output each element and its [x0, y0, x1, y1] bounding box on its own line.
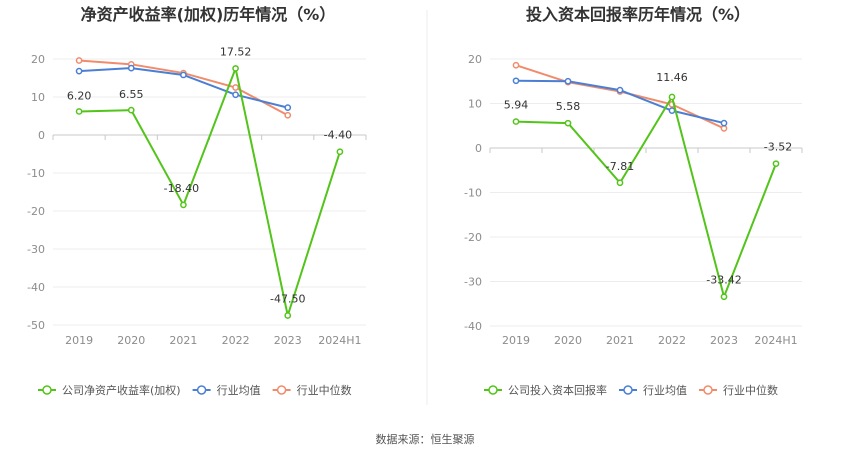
data-point [232, 91, 239, 99]
data-point [720, 119, 728, 127]
y-tick-label: -20 [464, 231, 482, 244]
x-tick-label: 2020 [117, 334, 145, 347]
legend-item[interactable]: 行业中位数 [272, 383, 352, 397]
series-line [515, 94, 777, 300]
series-line [79, 64, 341, 320]
legend-item[interactable]: 公司投入资本回报率 [484, 383, 607, 397]
legend-marker [276, 385, 287, 395]
legend-marker [703, 385, 713, 395]
legend-label: 行业均值 [217, 384, 261, 397]
series-line [515, 64, 725, 130]
data-point [720, 293, 728, 301]
x-tick-label: 2023 [710, 334, 738, 347]
data-label: -18.40 [164, 182, 199, 195]
data-label: -3.52 [764, 141, 792, 154]
y-tick-label: -30 [27, 243, 45, 256]
data-point [720, 125, 728, 132]
legend-item[interactable]: 公司净资产收益率(加权) [38, 383, 181, 397]
x-tick-label: 2022 [658, 334, 686, 347]
data-point [284, 111, 292, 119]
x-tick-label: 2019 [502, 334, 530, 347]
x-tick-label: 2019 [65, 334, 93, 347]
legend-marker [196, 385, 207, 395]
y-tick-label: -30 [464, 276, 482, 289]
data-point [564, 77, 572, 85]
data-point [75, 67, 83, 75]
data-point [127, 64, 135, 72]
y-tick-label: -40 [464, 320, 482, 333]
y-tick-label: 0 [38, 129, 45, 142]
chart-title: 净资产收益率(加权)历年情况（%） [81, 5, 336, 24]
roe-chart-panel: 净资产收益率(加权)历年情况（%） 20 10 0 -10 -20 -30 -40 -50 201… [27, 5, 367, 397]
x-tick-label: 2022 [222, 334, 250, 347]
data-point [284, 312, 292, 319]
data-point [616, 179, 624, 187]
y-tick-label: 0 [475, 142, 482, 155]
data-point [232, 84, 239, 91]
legend-item[interactable]: 行业均值 [619, 384, 687, 397]
y-tick-label: 10 [31, 91, 45, 104]
x-tick-label: 2021 [606, 334, 634, 347]
legend-label: 行业中位数 [723, 383, 778, 397]
x-tick-label: 2021 [169, 334, 197, 347]
legend-marker [42, 385, 52, 395]
data-label: 5.94 [504, 99, 529, 112]
data-point [772, 160, 780, 168]
data-label: 6.55 [119, 88, 144, 101]
y-tick-label: 20 [468, 53, 482, 66]
data-point [232, 65, 239, 72]
data-point [564, 119, 572, 127]
x-tick-label: 2024H1 [754, 334, 797, 347]
data-point [127, 106, 135, 114]
data-label: 5.58 [556, 100, 581, 113]
y-tick-label: -10 [27, 167, 45, 180]
data-point [616, 86, 624, 94]
data-label: -4.40 [324, 129, 352, 142]
legend-label: 公司投入资本回报率 [508, 383, 607, 397]
data-point [180, 71, 187, 79]
y-tick-label: 20 [31, 53, 45, 66]
y-tick-label: -20 [27, 205, 45, 218]
data-point [512, 77, 520, 85]
data-point [668, 107, 676, 114]
x-tick-label: 2020 [554, 334, 582, 347]
legend-marker [488, 385, 498, 395]
data-point [668, 93, 676, 101]
data-point [75, 108, 83, 115]
data-label: -33.42 [706, 274, 741, 287]
data-label: 6.20 [67, 89, 92, 102]
legend-label: 公司净资产收益率(加权) [62, 383, 181, 397]
data-point [512, 61, 520, 69]
legend-item[interactable]: 行业中位数 [699, 383, 778, 397]
legend-label: 行业中位数 [297, 383, 352, 397]
legend-marker [623, 385, 633, 395]
data-label: -7.81 [606, 160, 634, 173]
data-label: -47.50 [270, 293, 305, 306]
data-point [75, 57, 83, 64]
y-tick-label: -40 [27, 281, 45, 294]
legend-item[interactable]: 行业均值 [192, 384, 261, 397]
y-tick-label: -50 [27, 319, 45, 332]
legend-label: 行业均值 [643, 384, 687, 397]
y-tick-label: 10 [468, 98, 482, 111]
data-label: 17.52 [220, 45, 252, 58]
roic-chart-panel: 投入资本回报率历年情况（%） 20 10 0 -10 -20 -30 -40 2019 2020 2… [464, 5, 803, 397]
data-point [180, 201, 187, 209]
data-point [336, 148, 344, 156]
data-point [284, 104, 292, 111]
data-label: 11.46 [656, 71, 688, 84]
x-tick-label: 2024H1 [318, 334, 361, 347]
data-source-text: 数据来源：恒生聚源 [376, 432, 475, 446]
data-point [512, 118, 520, 125]
x-tick-label: 2023 [274, 334, 302, 347]
chart-title: 投入资本回报率历年情况（%） [526, 5, 750, 24]
y-tick-label: -10 [464, 187, 482, 200]
